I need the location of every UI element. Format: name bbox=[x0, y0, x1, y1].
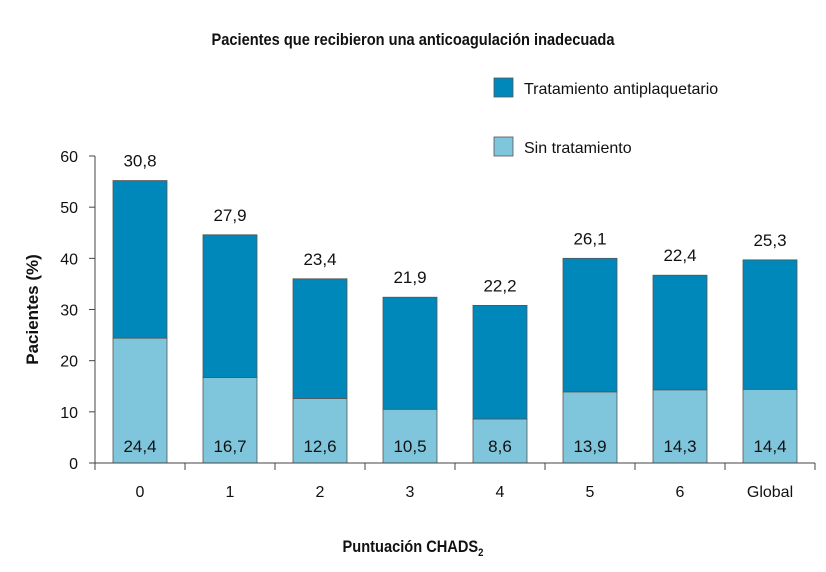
y-tick-label: 30 bbox=[60, 303, 78, 320]
data-label-sin-tratamiento: 13,9 bbox=[573, 437, 606, 456]
data-label-sin-tratamiento: 12,6 bbox=[303, 437, 336, 456]
legend-label: Tratamiento antiplaquetario bbox=[524, 81, 718, 98]
x-tick-label: 5 bbox=[586, 484, 595, 501]
legend-swatch bbox=[493, 77, 514, 98]
axes-group: 0 1 2 3 4 5 6 Global 0 10 20 30 40 50 60 Pacientes (%) bbox=[23, 149, 816, 501]
bar-segment-sin-tratamiento bbox=[382, 408, 438, 464]
data-label-sin-tratamiento: 14,4 bbox=[753, 437, 786, 456]
x-tick-label: 0 bbox=[136, 484, 145, 501]
value-labels-group: 24,4 30,8 16,7 27,9 12,6 23,4 10,5 21,9 8,6 22,2 1… bbox=[123, 152, 786, 456]
bar-segment-tratamiento-antiplaquetario bbox=[202, 234, 258, 378]
data-label-tratamiento-antiplaquetario: 25,3 bbox=[753, 231, 786, 250]
x-tick-label: 4 bbox=[496, 484, 505, 501]
y-tick-label: 20 bbox=[60, 354, 78, 371]
data-label-tratamiento-antiplaquetario: 30,8 bbox=[123, 152, 156, 171]
bar-segment-sin-tratamiento bbox=[562, 391, 618, 464]
data-label-sin-tratamiento: 14,3 bbox=[663, 437, 696, 456]
bar-segment-sin-tratamiento bbox=[652, 389, 708, 464]
bar-segment-sin-tratamiento bbox=[472, 418, 528, 464]
bar-segment-tratamiento-antiplaquetario bbox=[652, 274, 708, 391]
y-tick-label: 60 bbox=[60, 149, 78, 166]
y-tick-label: 0 bbox=[69, 456, 78, 473]
x-tick-label: 1 bbox=[226, 484, 235, 501]
data-label-tratamiento-antiplaquetario: 22,2 bbox=[483, 276, 516, 295]
bar-segment-tratamiento-antiplaquetario bbox=[472, 305, 528, 420]
x-tick-label: 3 bbox=[406, 484, 415, 501]
data-label-sin-tratamiento: 8,6 bbox=[488, 437, 512, 456]
data-label-tratamiento-antiplaquetario: 27,9 bbox=[213, 206, 246, 225]
chart-title: Pacientes que recibieron una anticoagula… bbox=[211, 30, 615, 49]
legend-swatch bbox=[493, 136, 514, 157]
bar-segment-sin-tratamiento bbox=[742, 388, 798, 464]
bar-segment-tratamiento-antiplaquetario bbox=[112, 180, 168, 339]
data-label-tratamiento-antiplaquetario: 26,1 bbox=[573, 229, 606, 248]
bar-segment-tratamiento-antiplaquetario bbox=[292, 278, 348, 399]
x-tick-label: 6 bbox=[676, 484, 685, 501]
y-tick-label: 10 bbox=[60, 405, 78, 422]
data-label-sin-tratamiento: 24,4 bbox=[123, 437, 156, 456]
data-label-sin-tratamiento: 10,5 bbox=[393, 437, 426, 456]
legend: Tratamiento antiplaquetario Sin tratamien… bbox=[493, 77, 718, 157]
x-axis-label: Puntuación CHADS2 bbox=[342, 537, 484, 559]
x-tick-label: 2 bbox=[316, 484, 325, 501]
bar-segment-sin-tratamiento bbox=[202, 377, 258, 464]
bar-segment-tratamiento-antiplaquetario bbox=[562, 257, 618, 393]
y-axis-label: Pacientes (%) bbox=[23, 254, 42, 365]
legend-label: Sin tratamiento bbox=[524, 140, 632, 157]
y-tick-label: 40 bbox=[60, 251, 78, 268]
bar-segment-tratamiento-antiplaquetario bbox=[742, 259, 798, 390]
bars-group bbox=[112, 180, 798, 464]
x-tick-label: Global bbox=[747, 484, 793, 501]
data-label-tratamiento-antiplaquetario: 23,4 bbox=[303, 250, 336, 269]
bar-segment-sin-tratamiento bbox=[112, 337, 168, 464]
y-tick-label: 50 bbox=[60, 200, 78, 217]
data-label-tratamiento-antiplaquetario: 22,4 bbox=[663, 246, 696, 265]
data-label-tratamiento-antiplaquetario: 21,9 bbox=[393, 268, 426, 287]
bar-segment-tratamiento-antiplaquetario bbox=[382, 296, 438, 410]
data-label-sin-tratamiento: 16,7 bbox=[213, 437, 246, 456]
